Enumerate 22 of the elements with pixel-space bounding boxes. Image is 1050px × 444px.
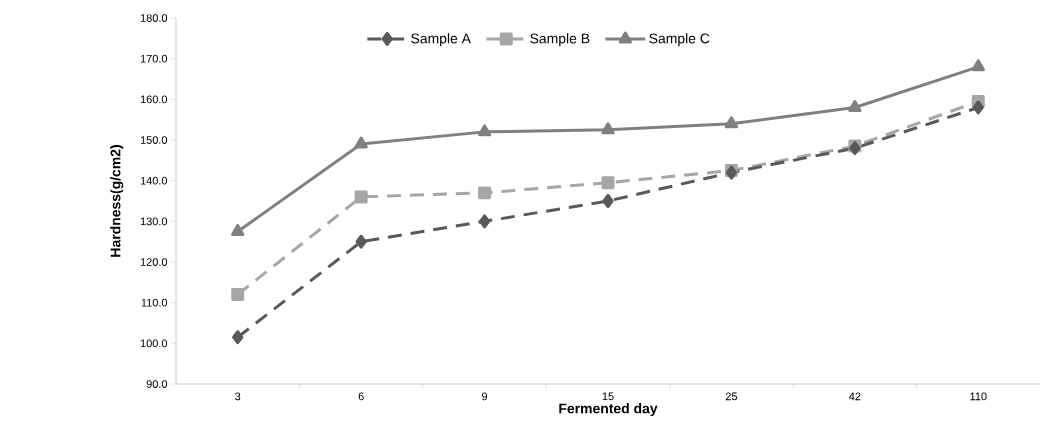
y-tick-label: 130.0 (140, 217, 168, 226)
y-tick-label: 90.0 (146, 380, 168, 388)
legend-label: Sample B (530, 33, 590, 47)
y-tick-label: 160.0 (140, 95, 168, 104)
legend-label: Sample C (649, 33, 710, 47)
y-tick-label: 140.0 (140, 176, 168, 185)
y-tick-label: 180.0 (140, 14, 168, 22)
x-tick-label: 42 (849, 392, 861, 401)
x-tick-label: 25 (725, 392, 738, 401)
y-tick-label: 110.0 (141, 298, 168, 307)
x-tick-label: 110 (970, 392, 987, 401)
y-axis-title: Hardness(g/cm2) (110, 145, 124, 257)
x-tick-label: 3 (235, 392, 241, 401)
x-axis-title: Fermented day (559, 403, 658, 417)
x-tick-label: 15 (602, 392, 614, 401)
x-tick-label: 9 (482, 392, 488, 401)
y-tick-label: 100.0 (140, 339, 168, 348)
legend-label: Sample A (411, 33, 471, 47)
y-tick-label: 170.0 (140, 54, 168, 63)
y-tick-label: 150.0 (140, 136, 168, 144)
x-tick-label: 6 (358, 392, 364, 401)
y-tick-label: 120.0 (140, 258, 168, 266)
